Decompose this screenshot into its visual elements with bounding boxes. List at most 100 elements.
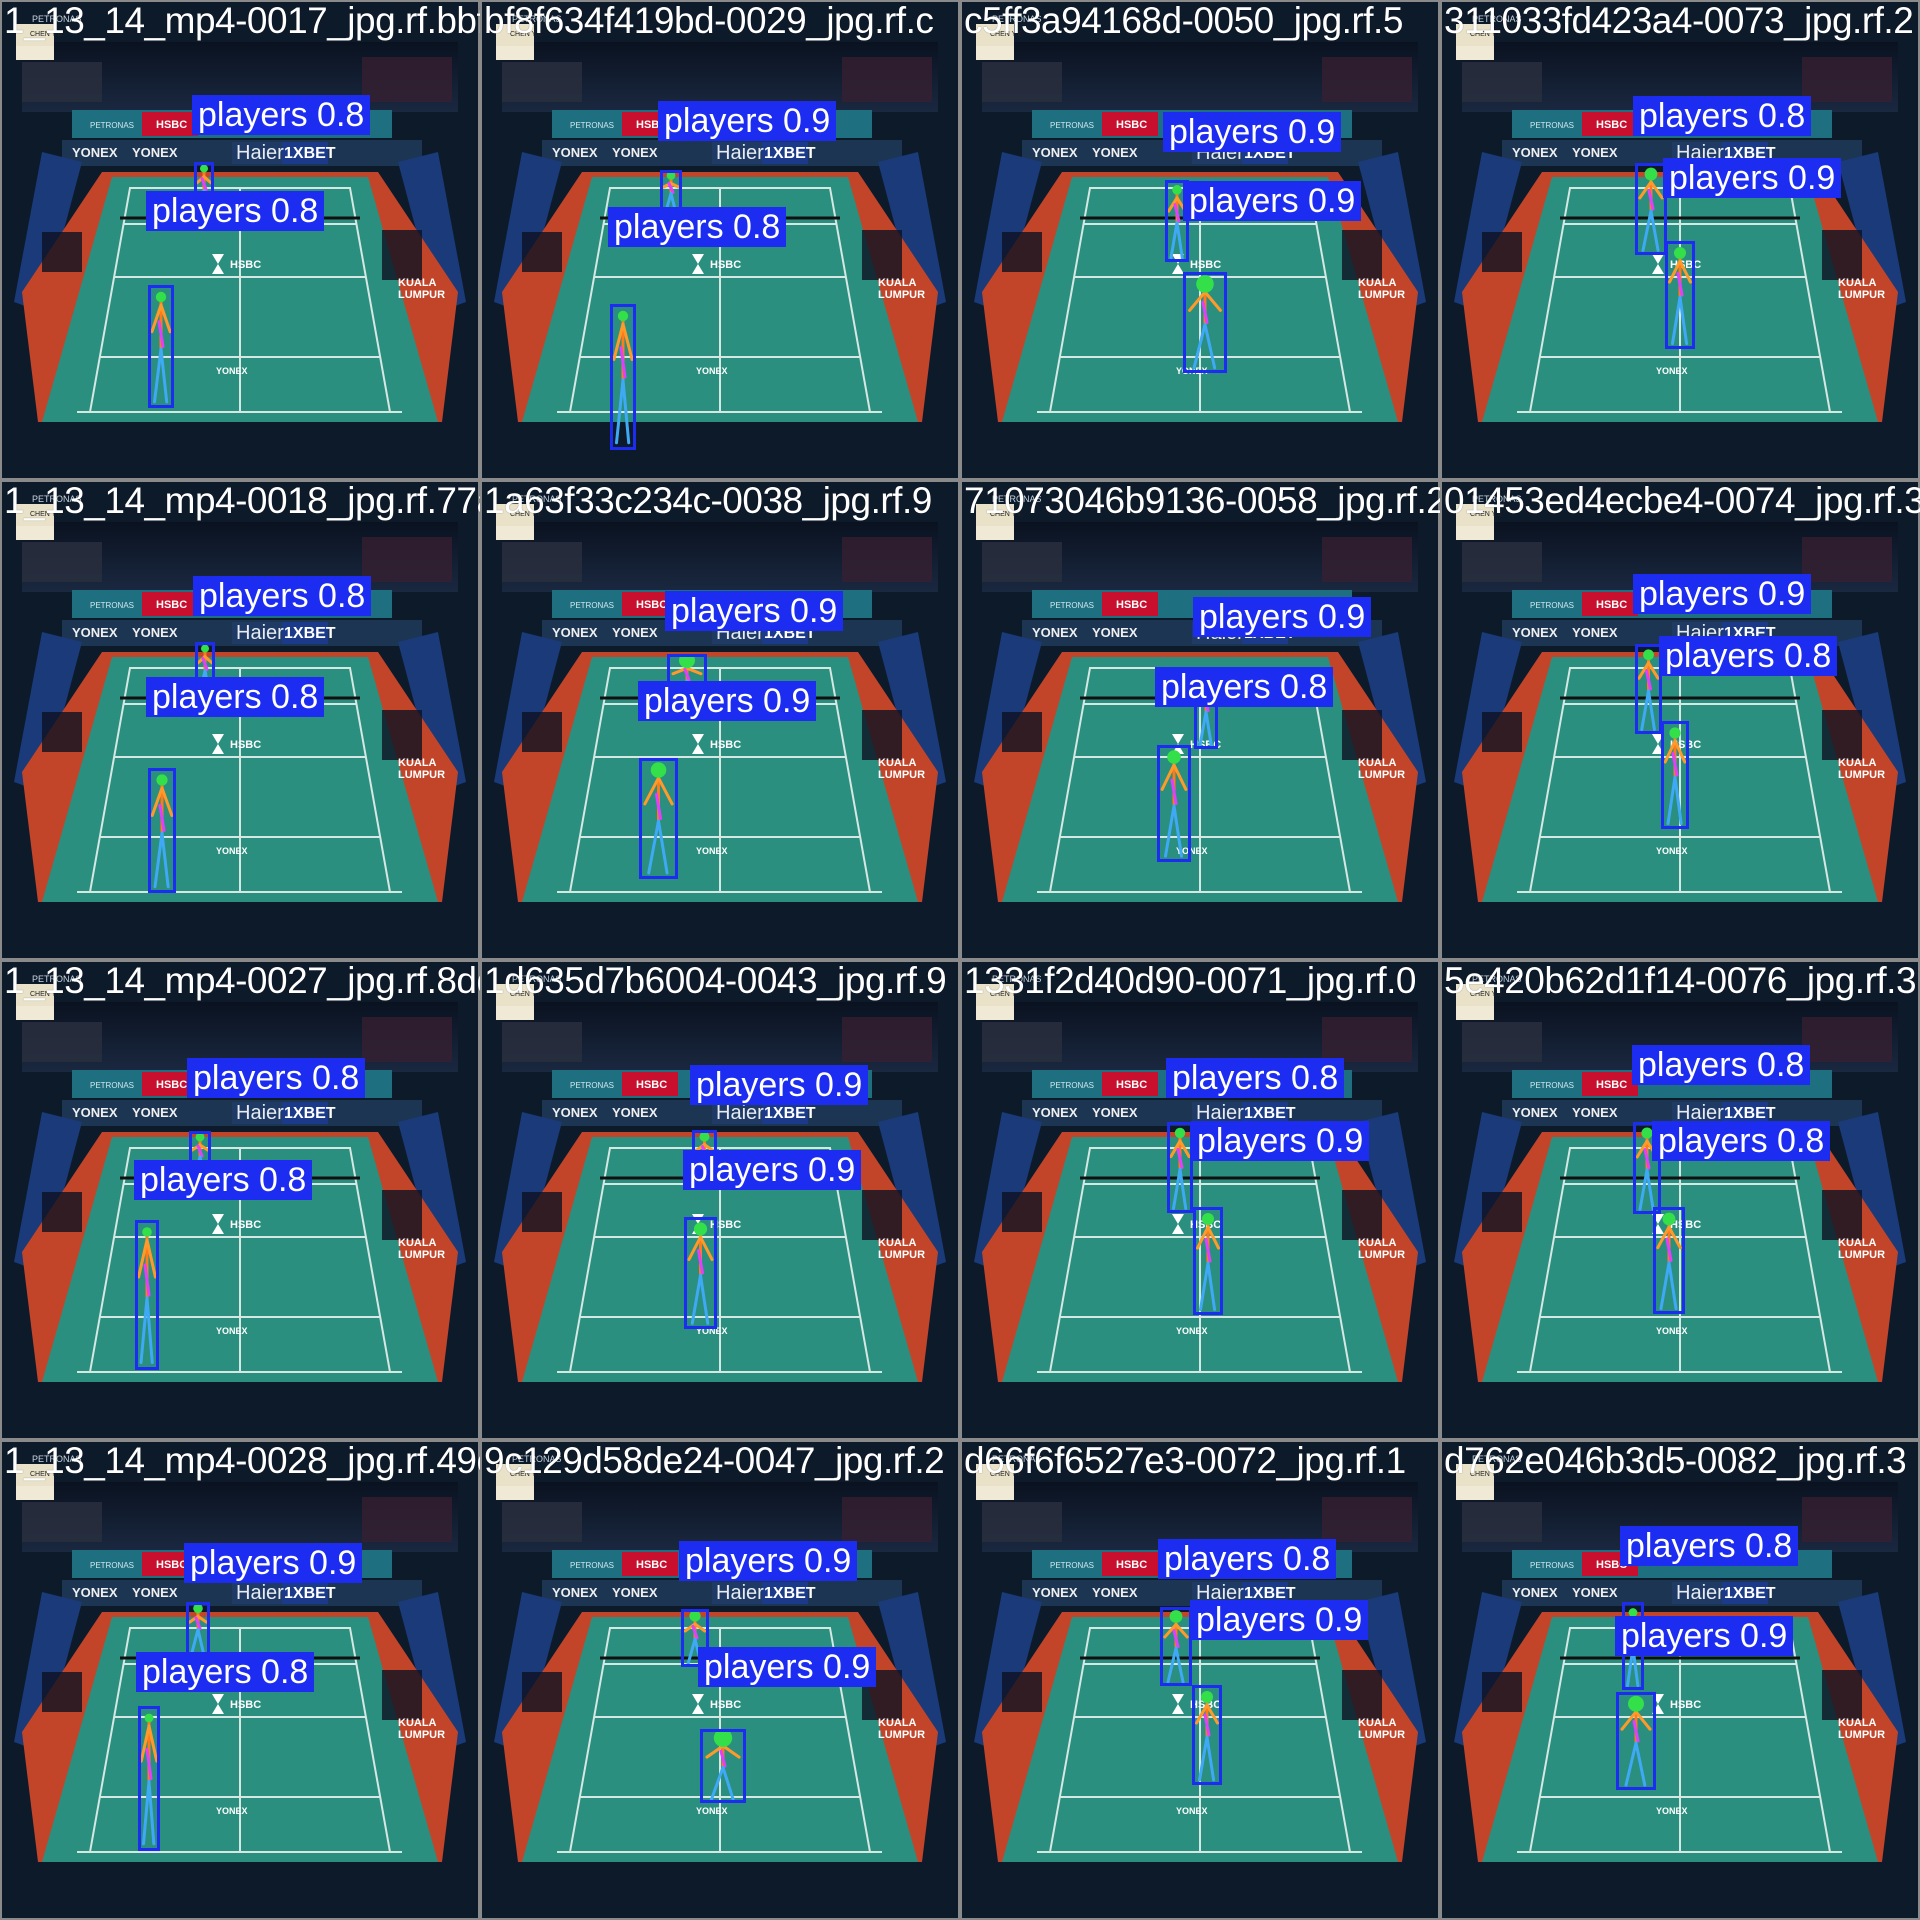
- detection-box: [138, 1706, 160, 1851]
- svg-text:Haier: Haier: [716, 142, 764, 164]
- tile-filename: bf8f634f419bd-0029_jpg.rf.c: [484, 0, 934, 41]
- svg-text:HSBC: HSBC: [1670, 1699, 1701, 1711]
- svg-text:YONEX: YONEX: [696, 1326, 728, 1336]
- detection-label: players 0.8: [146, 677, 325, 717]
- svg-text:1XBET: 1XBET: [1724, 1585, 1776, 1602]
- svg-text:Haier: Haier: [1676, 1102, 1724, 1124]
- svg-text:HSBC: HSBC: [710, 1699, 741, 1711]
- player-pose-skeleton: [1183, 272, 1227, 373]
- frame-image: PETRONAS CHEN Y.E. HSBC PETRONAS YONEX Y…: [2, 962, 478, 1438]
- svg-text:PETRONAS: PETRONAS: [32, 14, 82, 24]
- court-scene: PETRONAS CHEN Y.E. HSBC PETRONAS YONEX Y…: [2, 962, 478, 1438]
- frame-image: PETRONAS CHEN Y.E. HSBC PETRONAS YONEX Y…: [962, 482, 1438, 958]
- detection-label: players 0.9: [1193, 597, 1372, 637]
- detection-label: players 0.9: [184, 1543, 363, 1583]
- frame-image: PETRONAS CHEN Y.E. HSBC PETRONAS YONEX Y…: [482, 962, 958, 1438]
- player-pose-skeleton: [148, 285, 174, 408]
- svg-text:YONEX: YONEX: [1092, 1105, 1138, 1120]
- svg-text:KUALA: KUALA: [878, 277, 917, 289]
- detection-box: [1193, 1207, 1223, 1315]
- svg-text:HSBC: HSBC: [1596, 1559, 1627, 1571]
- svg-text:YONEX: YONEX: [696, 1806, 728, 1816]
- player-pose-skeleton: [1616, 1692, 1656, 1790]
- svg-text:HSBC: HSBC: [636, 1079, 667, 1091]
- detection-box: [700, 1729, 746, 1803]
- svg-text:Haier: Haier: [716, 1582, 764, 1604]
- svg-text:CHEN Y.E.: CHEN Y.E.: [1470, 31, 1504, 38]
- svg-text:Haier: Haier: [236, 142, 284, 164]
- svg-text:1XBET: 1XBET: [284, 1585, 336, 1602]
- detection-label: players 0.8: [608, 207, 787, 247]
- player-pose-skeleton: [1633, 1122, 1661, 1214]
- player-pose-skeleton: [1635, 163, 1667, 255]
- svg-text:KUALA: KUALA: [878, 757, 917, 769]
- svg-text:YONEX: YONEX: [72, 625, 118, 640]
- detection-box: [1633, 1122, 1661, 1214]
- svg-text:CHEN Y.E.: CHEN Y.E.: [510, 511, 544, 518]
- svg-text:YONEX: YONEX: [1092, 145, 1138, 160]
- court-scene: PETRONAS CHEN Y.E. HSBC PETRONAS YONEX Y…: [1442, 482, 1918, 958]
- svg-text:YONEX: YONEX: [1176, 1806, 1208, 1816]
- player-pose-skeleton: [138, 1706, 160, 1851]
- player-pose-skeleton: [1157, 745, 1191, 862]
- tile-filename: 1d635d7b6004-0043_jpg.rf.9: [484, 960, 947, 1001]
- svg-text:KUALA: KUALA: [398, 1717, 437, 1729]
- court-scene: PETRONAS CHEN Y.E. HSBC PETRONAS YONEX Y…: [1442, 2, 1918, 478]
- court-scene: PETRONAS CHEN Y.E. HSBC PETRONAS YONEX Y…: [962, 2, 1438, 478]
- svg-text:PETRONAS: PETRONAS: [1472, 14, 1522, 24]
- svg-text:HSBC: HSBC: [710, 1219, 741, 1231]
- detection-label: players 0.9: [1615, 1616, 1794, 1656]
- detection-label: players 0.8: [134, 1160, 313, 1200]
- svg-text:YONEX: YONEX: [612, 1105, 658, 1120]
- svg-text:PETRONAS: PETRONAS: [32, 974, 82, 984]
- frame-image: PETRONAS CHEN Y.E. HSBC PETRONAS YONEX Y…: [962, 2, 1438, 478]
- detection-label: players 0.9: [698, 1647, 877, 1687]
- svg-text:KUALA: KUALA: [1838, 1237, 1877, 1249]
- detection-box: [186, 1602, 210, 1655]
- svg-text:YONEX: YONEX: [1092, 625, 1138, 640]
- svg-text:HSBC: HSBC: [230, 1699, 261, 1711]
- svg-text:YONEX: YONEX: [72, 1585, 118, 1600]
- svg-text:1XBET: 1XBET: [284, 1105, 336, 1122]
- svg-text:KUALA: KUALA: [398, 277, 437, 289]
- mosaic-tile: PETRONAS CHEN Y.E. HSBC PETRONAS YONEX Y…: [1440, 960, 1920, 1440]
- tile-filename: 01453ed4ecbe4-0074_jpg.rf.3: [1444, 480, 1920, 521]
- svg-text:PETRONAS: PETRONAS: [992, 494, 1042, 504]
- svg-text:CHEN Y.E.: CHEN Y.E.: [990, 511, 1024, 518]
- svg-text:YONEX: YONEX: [1656, 366, 1688, 376]
- svg-text:YONEX: YONEX: [216, 366, 248, 376]
- svg-text:HSBC: HSBC: [1596, 119, 1627, 131]
- svg-text:PETRONAS: PETRONAS: [1472, 974, 1522, 984]
- svg-text:CHEN Y.E.: CHEN Y.E.: [510, 31, 544, 38]
- tile-filename: d762e046b3d5-0082_jpg.rf.3: [1444, 1440, 1907, 1481]
- svg-text:PETRONAS: PETRONAS: [32, 494, 82, 504]
- svg-text:KUALA: KUALA: [1838, 1717, 1877, 1729]
- detection-box: [148, 285, 174, 408]
- svg-text:CHEN Y.E.: CHEN Y.E.: [990, 1471, 1024, 1478]
- svg-text:1XBET: 1XBET: [1724, 145, 1776, 162]
- svg-text:1XBET: 1XBET: [284, 145, 336, 162]
- svg-text:CHEN Y.E.: CHEN Y.E.: [510, 1471, 544, 1478]
- svg-text:CHEN Y.E.: CHEN Y.E.: [510, 991, 544, 998]
- svg-text:HSBC: HSBC: [156, 119, 187, 131]
- detection-label: players 0.8: [192, 95, 371, 135]
- player-pose-skeleton: [148, 768, 176, 893]
- svg-text:1XBET: 1XBET: [764, 1585, 816, 1602]
- svg-text:PETRONAS: PETRONAS: [90, 1561, 134, 1570]
- svg-text:Haier: Haier: [236, 622, 284, 644]
- svg-text:YONEX: YONEX: [1032, 145, 1078, 160]
- detection-label: players 0.9: [665, 591, 844, 631]
- detection-box: [610, 304, 636, 450]
- detection-box: [1183, 272, 1227, 373]
- svg-text:PETRONAS: PETRONAS: [512, 14, 562, 24]
- court-scene: PETRONAS CHEN Y.E. HSBC PETRONAS YONEX Y…: [1442, 962, 1918, 1438]
- svg-text:HSBC: HSBC: [156, 599, 187, 611]
- svg-text:KUALA: KUALA: [1358, 277, 1397, 289]
- svg-text:YONEX: YONEX: [1032, 1585, 1078, 1600]
- svg-text:YONEX: YONEX: [132, 1585, 178, 1600]
- mosaic-tile: PETRONAS CHEN Y.E. HSBC PETRONAS YONEX Y…: [1440, 0, 1920, 480]
- svg-text:CHEN Y.E.: CHEN Y.E.: [990, 31, 1024, 38]
- svg-text:PETRONAS: PETRONAS: [1050, 1081, 1094, 1090]
- frame-image: PETRONAS CHEN Y.E. HSBC PETRONAS YONEX Y…: [1442, 2, 1918, 478]
